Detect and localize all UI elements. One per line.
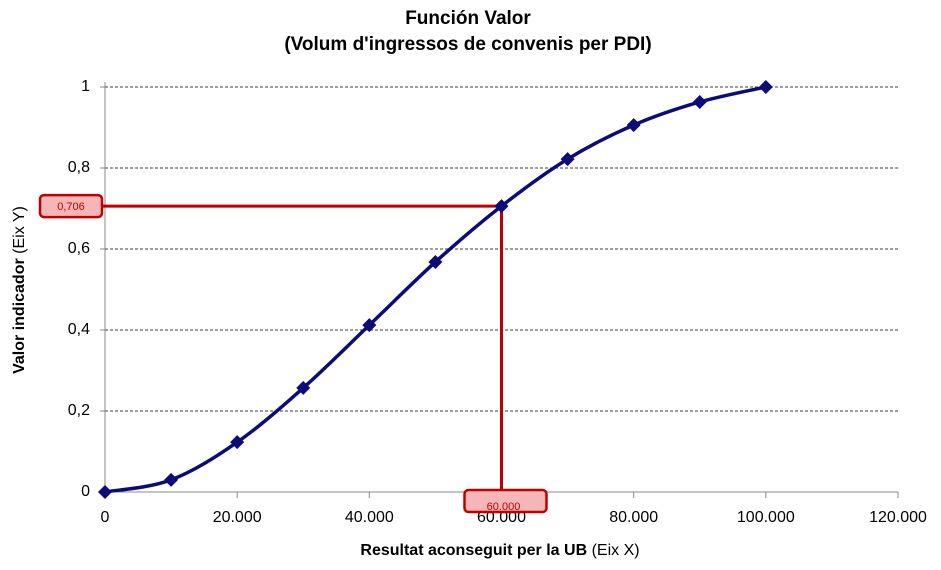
x-tick-label: 20.000: [213, 509, 262, 526]
y-tick-label: 0,6: [68, 240, 90, 257]
annotation-x-label: 60.000: [487, 501, 521, 513]
marker: [296, 380, 311, 395]
marker: [230, 435, 245, 450]
x-axis-title: Resultat aconseguit per la UB (Eix X): [360, 542, 639, 559]
marker: [692, 94, 707, 109]
y-tick-label: 0: [81, 483, 90, 500]
series-line: [104, 85, 767, 494]
annotation-x-box: [463, 488, 548, 514]
y-tick-label: 0,4: [68, 321, 90, 338]
x-tick-label: 100.000: [737, 509, 795, 526]
x-tick-label: 60.000: [477, 509, 526, 526]
chart-title: Función Valor: [405, 8, 531, 29]
marker: [428, 254, 443, 269]
x-tick-label: 80.000: [609, 509, 658, 526]
chart-subtitle: (Volum d'ingressos de convenis per PDI): [284, 34, 651, 55]
y-axis-title-note: (Eix Y): [11, 206, 28, 254]
annotation-y-box: [38, 193, 104, 219]
marker: [98, 485, 112, 499]
y-axis-title: Valor indicador (Eix Y): [11, 206, 28, 374]
x-tick-label: 0: [101, 509, 110, 526]
x-axis-title-note: (Eix X): [592, 542, 640, 559]
marker: [758, 80, 773, 94]
y-axis-title-main: Valor indicador: [11, 258, 28, 374]
marker: [626, 118, 641, 133]
x-tick-label: 40.000: [345, 509, 394, 526]
marker: [362, 318, 377, 333]
x-axis-title-main: Resultat aconseguit per la UB: [360, 542, 587, 559]
marker: [164, 472, 179, 487]
y-tick-label: 0,2: [68, 402, 90, 419]
marker: [494, 199, 509, 214]
y-tick-label: 0,8: [68, 159, 90, 176]
annotation-y-label: 0,706: [57, 201, 85, 213]
x-tick-label: 120.000: [869, 509, 927, 526]
marker: [560, 152, 575, 167]
y-tick-label: 1: [81, 78, 90, 95]
